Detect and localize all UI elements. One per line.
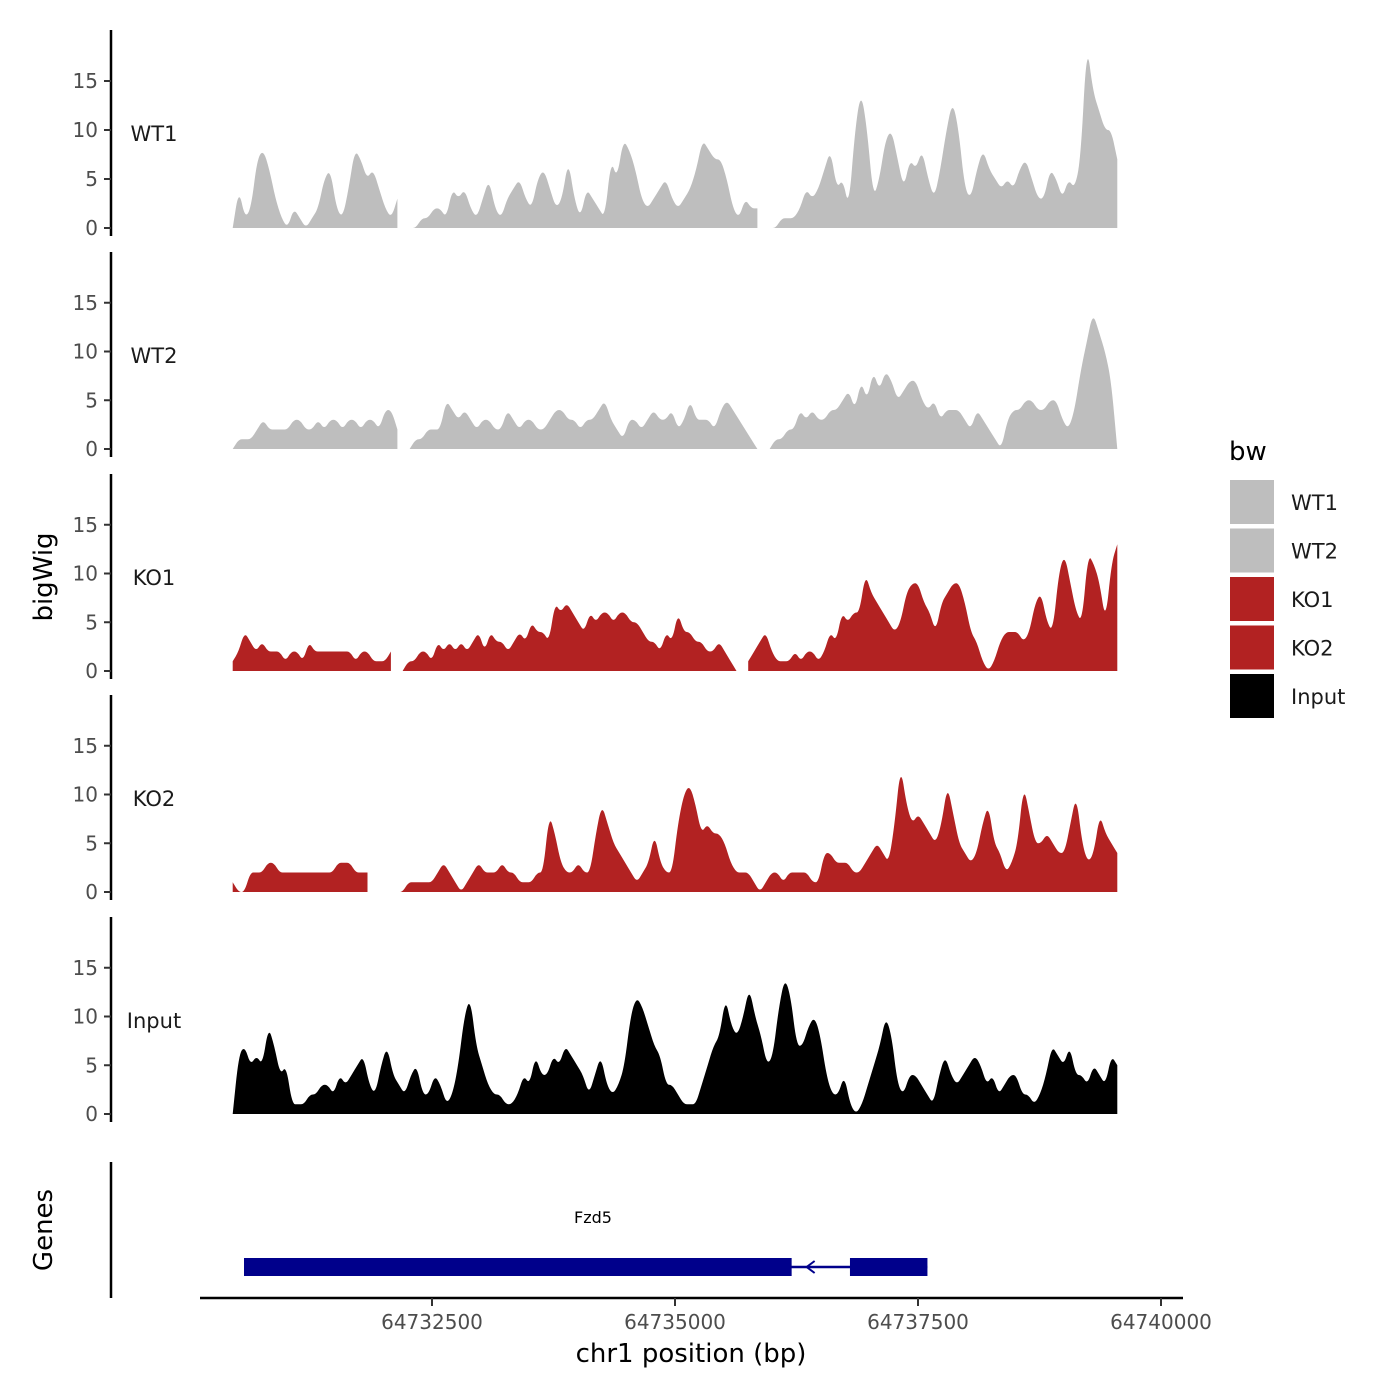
y-tick-label: 0 bbox=[85, 880, 98, 904]
genes-track-label: Genes bbox=[29, 1189, 59, 1271]
y-tick-label: 15 bbox=[73, 69, 98, 93]
y-tick-label: 15 bbox=[73, 513, 98, 537]
y-tick-label: 15 bbox=[73, 291, 98, 315]
gene-label: Fzd5 bbox=[574, 1208, 612, 1227]
y-tick-label: 10 bbox=[73, 118, 98, 142]
area-segment-wt2 bbox=[769, 318, 1118, 449]
x-tick-label: 64735000 bbox=[624, 1310, 726, 1334]
y-tick-label: 5 bbox=[85, 1053, 98, 1077]
legend-label-wt2: WT2 bbox=[1291, 540, 1338, 564]
legend-key-wt2 bbox=[1230, 528, 1274, 573]
track-label-wt2: WT2 bbox=[131, 344, 178, 368]
y-tick-label: 0 bbox=[85, 1102, 98, 1126]
legend-key-ko2 bbox=[1230, 625, 1274, 670]
area-segment-wt1 bbox=[769, 59, 1118, 229]
legend-label-wt1: WT1 bbox=[1291, 491, 1338, 515]
y-tick-label: 0 bbox=[85, 216, 98, 240]
area-segment-wt1 bbox=[409, 143, 758, 228]
y-tick-label: 10 bbox=[73, 340, 98, 364]
area-segment-wt2 bbox=[232, 410, 398, 449]
gene-model-fzd5 bbox=[244, 1258, 928, 1276]
y-tick-label: 0 bbox=[85, 659, 98, 683]
gene-exon-block bbox=[849, 1258, 928, 1276]
x-tick-label: 64740000 bbox=[1110, 1310, 1212, 1334]
legend-label-ko2: KO2 bbox=[1291, 637, 1334, 661]
legend-key-ko1 bbox=[1230, 577, 1274, 621]
area-segment-ko1 bbox=[232, 635, 391, 671]
area-series-wt1 bbox=[232, 59, 1118, 229]
legend-key-input bbox=[1230, 674, 1274, 718]
area-segment-ko1 bbox=[748, 544, 1118, 671]
x-tick-label: 64732500 bbox=[381, 1310, 483, 1334]
area-segment-ko2 bbox=[232, 862, 368, 892]
y-tick-label: 15 bbox=[73, 956, 98, 980]
y-tick-label: 0 bbox=[85, 437, 98, 461]
area-segment-wt2 bbox=[409, 402, 758, 449]
area-series-ko2 bbox=[232, 776, 1118, 892]
legend-label-input: Input bbox=[1291, 685, 1345, 709]
y-tick-label: 15 bbox=[73, 734, 98, 758]
x-tick-label: 64737500 bbox=[867, 1310, 969, 1334]
y-tick-label: 10 bbox=[73, 562, 98, 586]
y-tick-label: 10 bbox=[73, 783, 98, 807]
track-label-input: Input bbox=[127, 1009, 181, 1033]
area-segment-wt1 bbox=[232, 152, 398, 228]
area-series-wt2 bbox=[232, 318, 1118, 449]
track-label-ko2: KO2 bbox=[133, 787, 176, 811]
area-series-ko1 bbox=[232, 544, 1118, 671]
y-tick-label: 5 bbox=[85, 167, 98, 191]
track-label-ko1: KO1 bbox=[133, 566, 176, 590]
area-segment-input bbox=[232, 983, 1118, 1114]
area-segment-ko2 bbox=[396, 776, 1118, 892]
y-tick-label: 5 bbox=[85, 610, 98, 634]
y-tick-label: 5 bbox=[85, 388, 98, 412]
legend-label-ko1: KO1 bbox=[1291, 588, 1334, 612]
area-segment-ko1 bbox=[402, 605, 737, 671]
strand-arrow-icon bbox=[804, 1260, 816, 1274]
y-axis-title: bigWig bbox=[29, 532, 59, 621]
legend-key-wt1 bbox=[1230, 480, 1274, 524]
x-axis-title: chr1 position (bp) bbox=[576, 1339, 807, 1369]
legend-title: bw bbox=[1229, 437, 1267, 467]
area-series-input bbox=[232, 983, 1118, 1114]
track-label-wt1: WT1 bbox=[131, 122, 178, 146]
gene-exon-block bbox=[244, 1258, 792, 1276]
y-tick-label: 10 bbox=[73, 1005, 98, 1029]
y-tick-label: 5 bbox=[85, 831, 98, 855]
